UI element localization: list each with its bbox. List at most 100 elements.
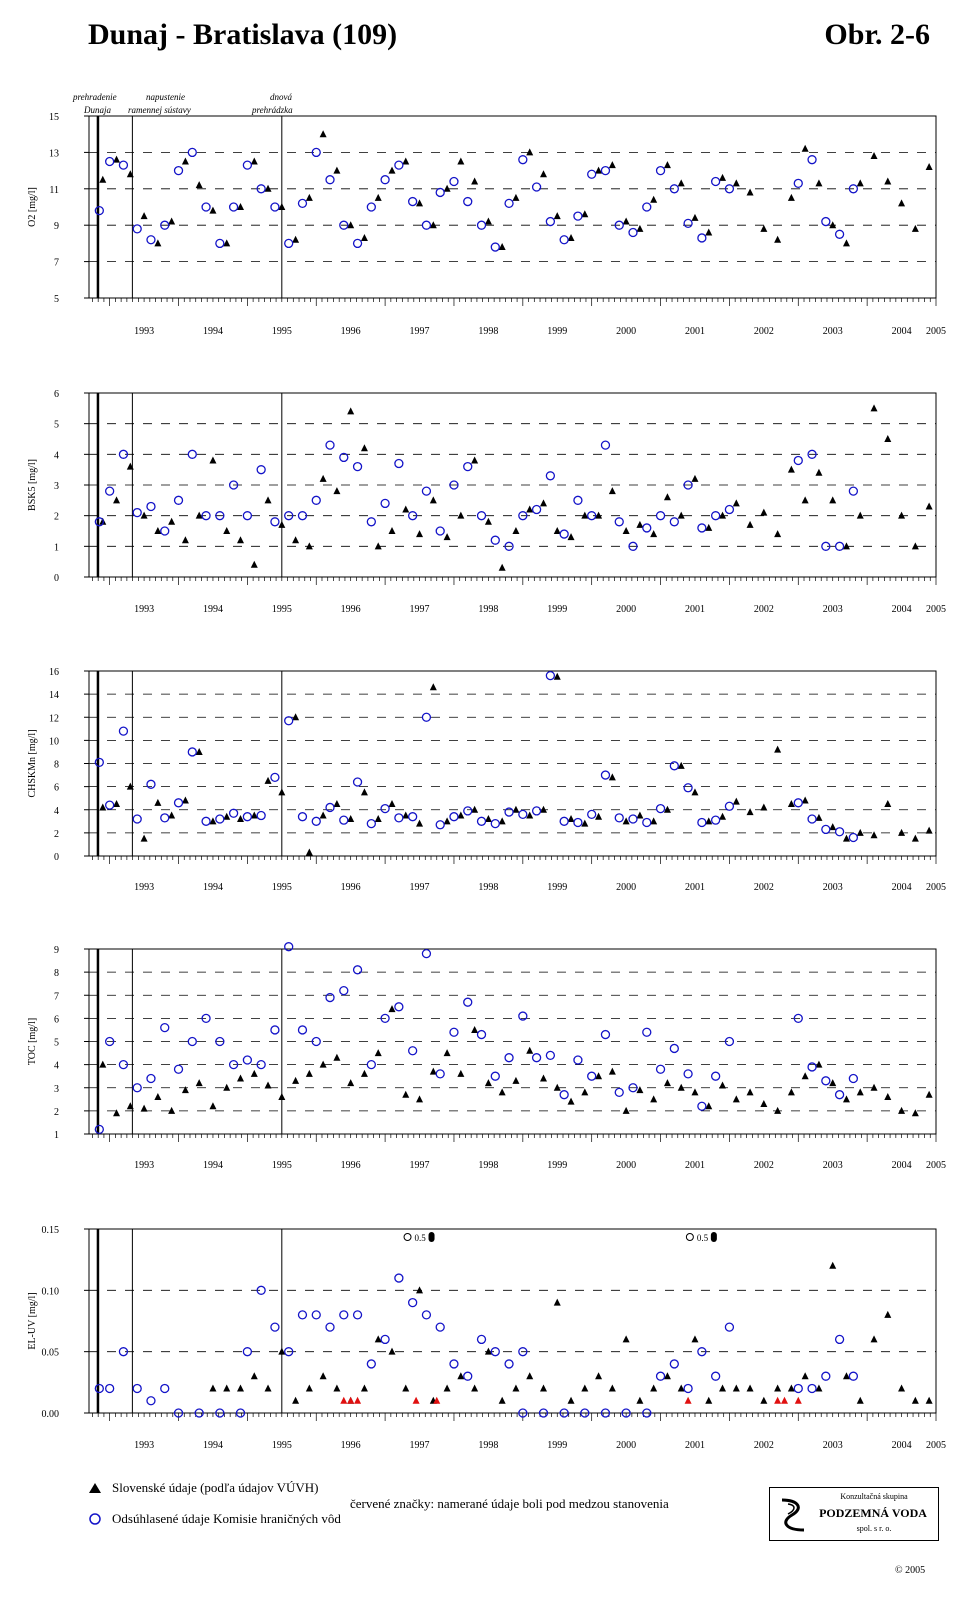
data-point-triangle	[140, 1104, 148, 1112]
data-point-triangle	[539, 499, 547, 507]
data-point-circle	[490, 535, 500, 545]
data-point-triangle	[236, 1074, 244, 1082]
x-tick-label: 2000	[616, 326, 636, 337]
data-point-circle	[600, 1408, 611, 1418]
data-point-circle	[380, 175, 390, 185]
data-point-circle	[490, 242, 500, 252]
x-tick-label: 1993	[134, 1160, 154, 1171]
data-point-triangle	[512, 193, 520, 201]
data-point-triangle	[223, 527, 231, 534]
data-point-triangle	[209, 1102, 217, 1110]
data-point-circle	[724, 1322, 735, 1332]
data-point-triangle	[884, 177, 892, 185]
data-point-triangle	[236, 1384, 244, 1392]
data-point-triangle	[595, 166, 603, 174]
data-point-circle	[435, 1069, 445, 1079]
data-point-triangle	[567, 533, 575, 541]
data-point-circle	[807, 1062, 817, 1072]
data-point-circle	[463, 196, 473, 207]
x-tick-label: 1999	[547, 604, 567, 615]
y-tick-label: 1	[54, 1130, 59, 1141]
x-tick-label: 1997	[410, 882, 430, 893]
x-tick-label: 1993	[134, 882, 154, 893]
copyright: © 2005	[895, 1565, 926, 1576]
y-tick-label: 0	[54, 852, 59, 863]
data-point-circle	[132, 507, 142, 518]
data-point-triangle	[429, 683, 437, 691]
data-point-triangle	[925, 1090, 933, 1098]
data-point-circle	[408, 1046, 418, 1056]
data-point-triangle	[526, 811, 534, 819]
x-tick-label: 2002	[754, 1160, 774, 1171]
data-point-triangle	[512, 527, 520, 534]
data-point-circle	[545, 216, 556, 227]
data-point-triangle	[181, 536, 189, 544]
data-point-triangle	[787, 799, 795, 807]
data-point-triangle	[402, 505, 410, 513]
x-tick-label: 2002	[754, 326, 774, 337]
y-axis-label: TOC [mg/l]	[27, 1018, 38, 1065]
data-point-circle	[339, 220, 349, 230]
data-point-triangle	[595, 1372, 603, 1380]
data-point-circle	[408, 812, 418, 822]
logo-main-text: PODZEMNÁ VODA	[819, 1506, 927, 1520]
data-point-circle	[160, 526, 170, 536]
data-point-triangle	[388, 799, 396, 807]
data-point-circle	[132, 1383, 142, 1394]
data-point-circle	[394, 160, 404, 170]
data-point-triangle	[319, 130, 327, 138]
data-point-triangle	[360, 233, 368, 241]
y-tick-label: 16	[49, 667, 59, 678]
data-point-triangle	[209, 206, 217, 214]
data-point-triangle	[126, 782, 134, 790]
data-point-triangle	[340, 1396, 348, 1404]
data-point-triangle	[760, 1396, 768, 1404]
data-point-triangle	[374, 542, 382, 550]
x-tick-label: 1998	[478, 882, 498, 893]
data-point-triangle	[911, 1396, 919, 1404]
data-point-triangle	[781, 1396, 789, 1404]
data-point-triangle	[567, 1396, 575, 1404]
series-slovak	[99, 404, 933, 571]
data-point-triangle	[746, 188, 754, 196]
data-point-circle	[628, 1083, 638, 1093]
data-point-triangle	[126, 462, 134, 470]
data-point-triangle	[402, 1090, 410, 1098]
data-point-circle	[325, 175, 335, 185]
data-point-triangle	[622, 817, 630, 825]
x-tick-label: 1999	[547, 882, 567, 893]
data-point-circle	[559, 529, 569, 539]
data-point-circle	[807, 155, 817, 165]
data-point-circle	[160, 220, 170, 230]
data-point-triangle	[402, 811, 410, 819]
data-point-triangle	[829, 823, 837, 831]
chart-panel-4: 1 2 3 4 5 6 7 8 9 TOC [mg/l] 1993 1994 1995 1996 1997 1…	[27, 942, 946, 1171]
data-point-triangle	[636, 811, 644, 819]
data-point-circle	[614, 813, 624, 823]
company-emblem-icon	[781, 1498, 805, 1532]
data-point-circle	[94, 517, 104, 527]
data-point-circle	[242, 1055, 253, 1065]
data-point-triangle	[126, 170, 134, 178]
data-point-triangle	[99, 1060, 107, 1068]
data-point-circle	[256, 465, 266, 475]
data-point-circle	[187, 747, 197, 757]
data-point-triangle	[443, 1384, 451, 1392]
data-point-triangle	[595, 812, 603, 820]
data-point-triangle	[595, 1072, 603, 1080]
data-point-circle	[201, 511, 211, 521]
data-point-triangle	[319, 474, 327, 482]
data-point-circle	[352, 777, 363, 787]
data-point-triangle	[636, 1086, 644, 1094]
data-point-triangle	[264, 776, 272, 784]
data-point-triangle	[801, 144, 809, 152]
data-point-triangle	[801, 1072, 809, 1080]
data-point-triangle	[154, 798, 162, 806]
data-point-circle	[655, 1064, 666, 1074]
data-point-circle	[573, 1055, 583, 1065]
y-tick-label: 14	[49, 690, 59, 701]
y-tick-label: 0.00	[42, 1409, 60, 1420]
data-point-triangle	[898, 199, 906, 207]
data-point-triangle	[746, 808, 754, 816]
data-point-circle	[642, 523, 652, 533]
